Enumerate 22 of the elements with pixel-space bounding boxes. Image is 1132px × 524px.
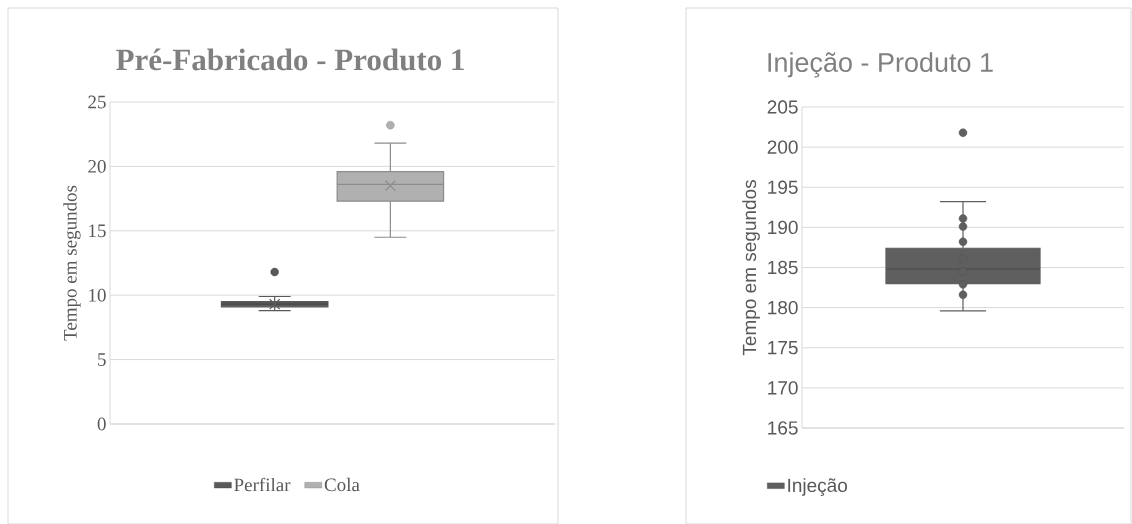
y-tick-label: 180 (768, 300, 798, 315)
legend-label: Cola (324, 477, 360, 492)
y-tick-label: 170 (768, 381, 798, 395)
y-axis-title: Tempo em segundos (742, 180, 760, 356)
y-tick-label: 10 (89, 288, 106, 302)
y-tick-label: 200 (767, 140, 798, 154)
y-tick-label: 205 (767, 100, 798, 114)
y-tick-label: 25 (88, 95, 106, 109)
chart-title: Injeção - Produto 1 (768, 52, 993, 78)
legend-label: Injeção (788, 478, 848, 496)
legend-label: Perfilar (234, 477, 291, 492)
y-tick-label: 185 (768, 260, 798, 275)
y-tick-label: 20 (88, 159, 106, 173)
y-tick-label: 15 (89, 224, 106, 238)
chart-title: Pré-Fabricado - Produto 1 (116, 48, 464, 71)
y-tick-label: 195 (768, 180, 798, 194)
y-tick-label: 165 (768, 421, 798, 435)
y-tick-label: 175 (768, 341, 798, 355)
y-tick-label: 5 (98, 353, 106, 366)
y-tick-label: 190 (768, 220, 798, 235)
y-tick-label: 0 (97, 417, 106, 431)
y-axis-title: Tempo em segundos (63, 185, 81, 341)
